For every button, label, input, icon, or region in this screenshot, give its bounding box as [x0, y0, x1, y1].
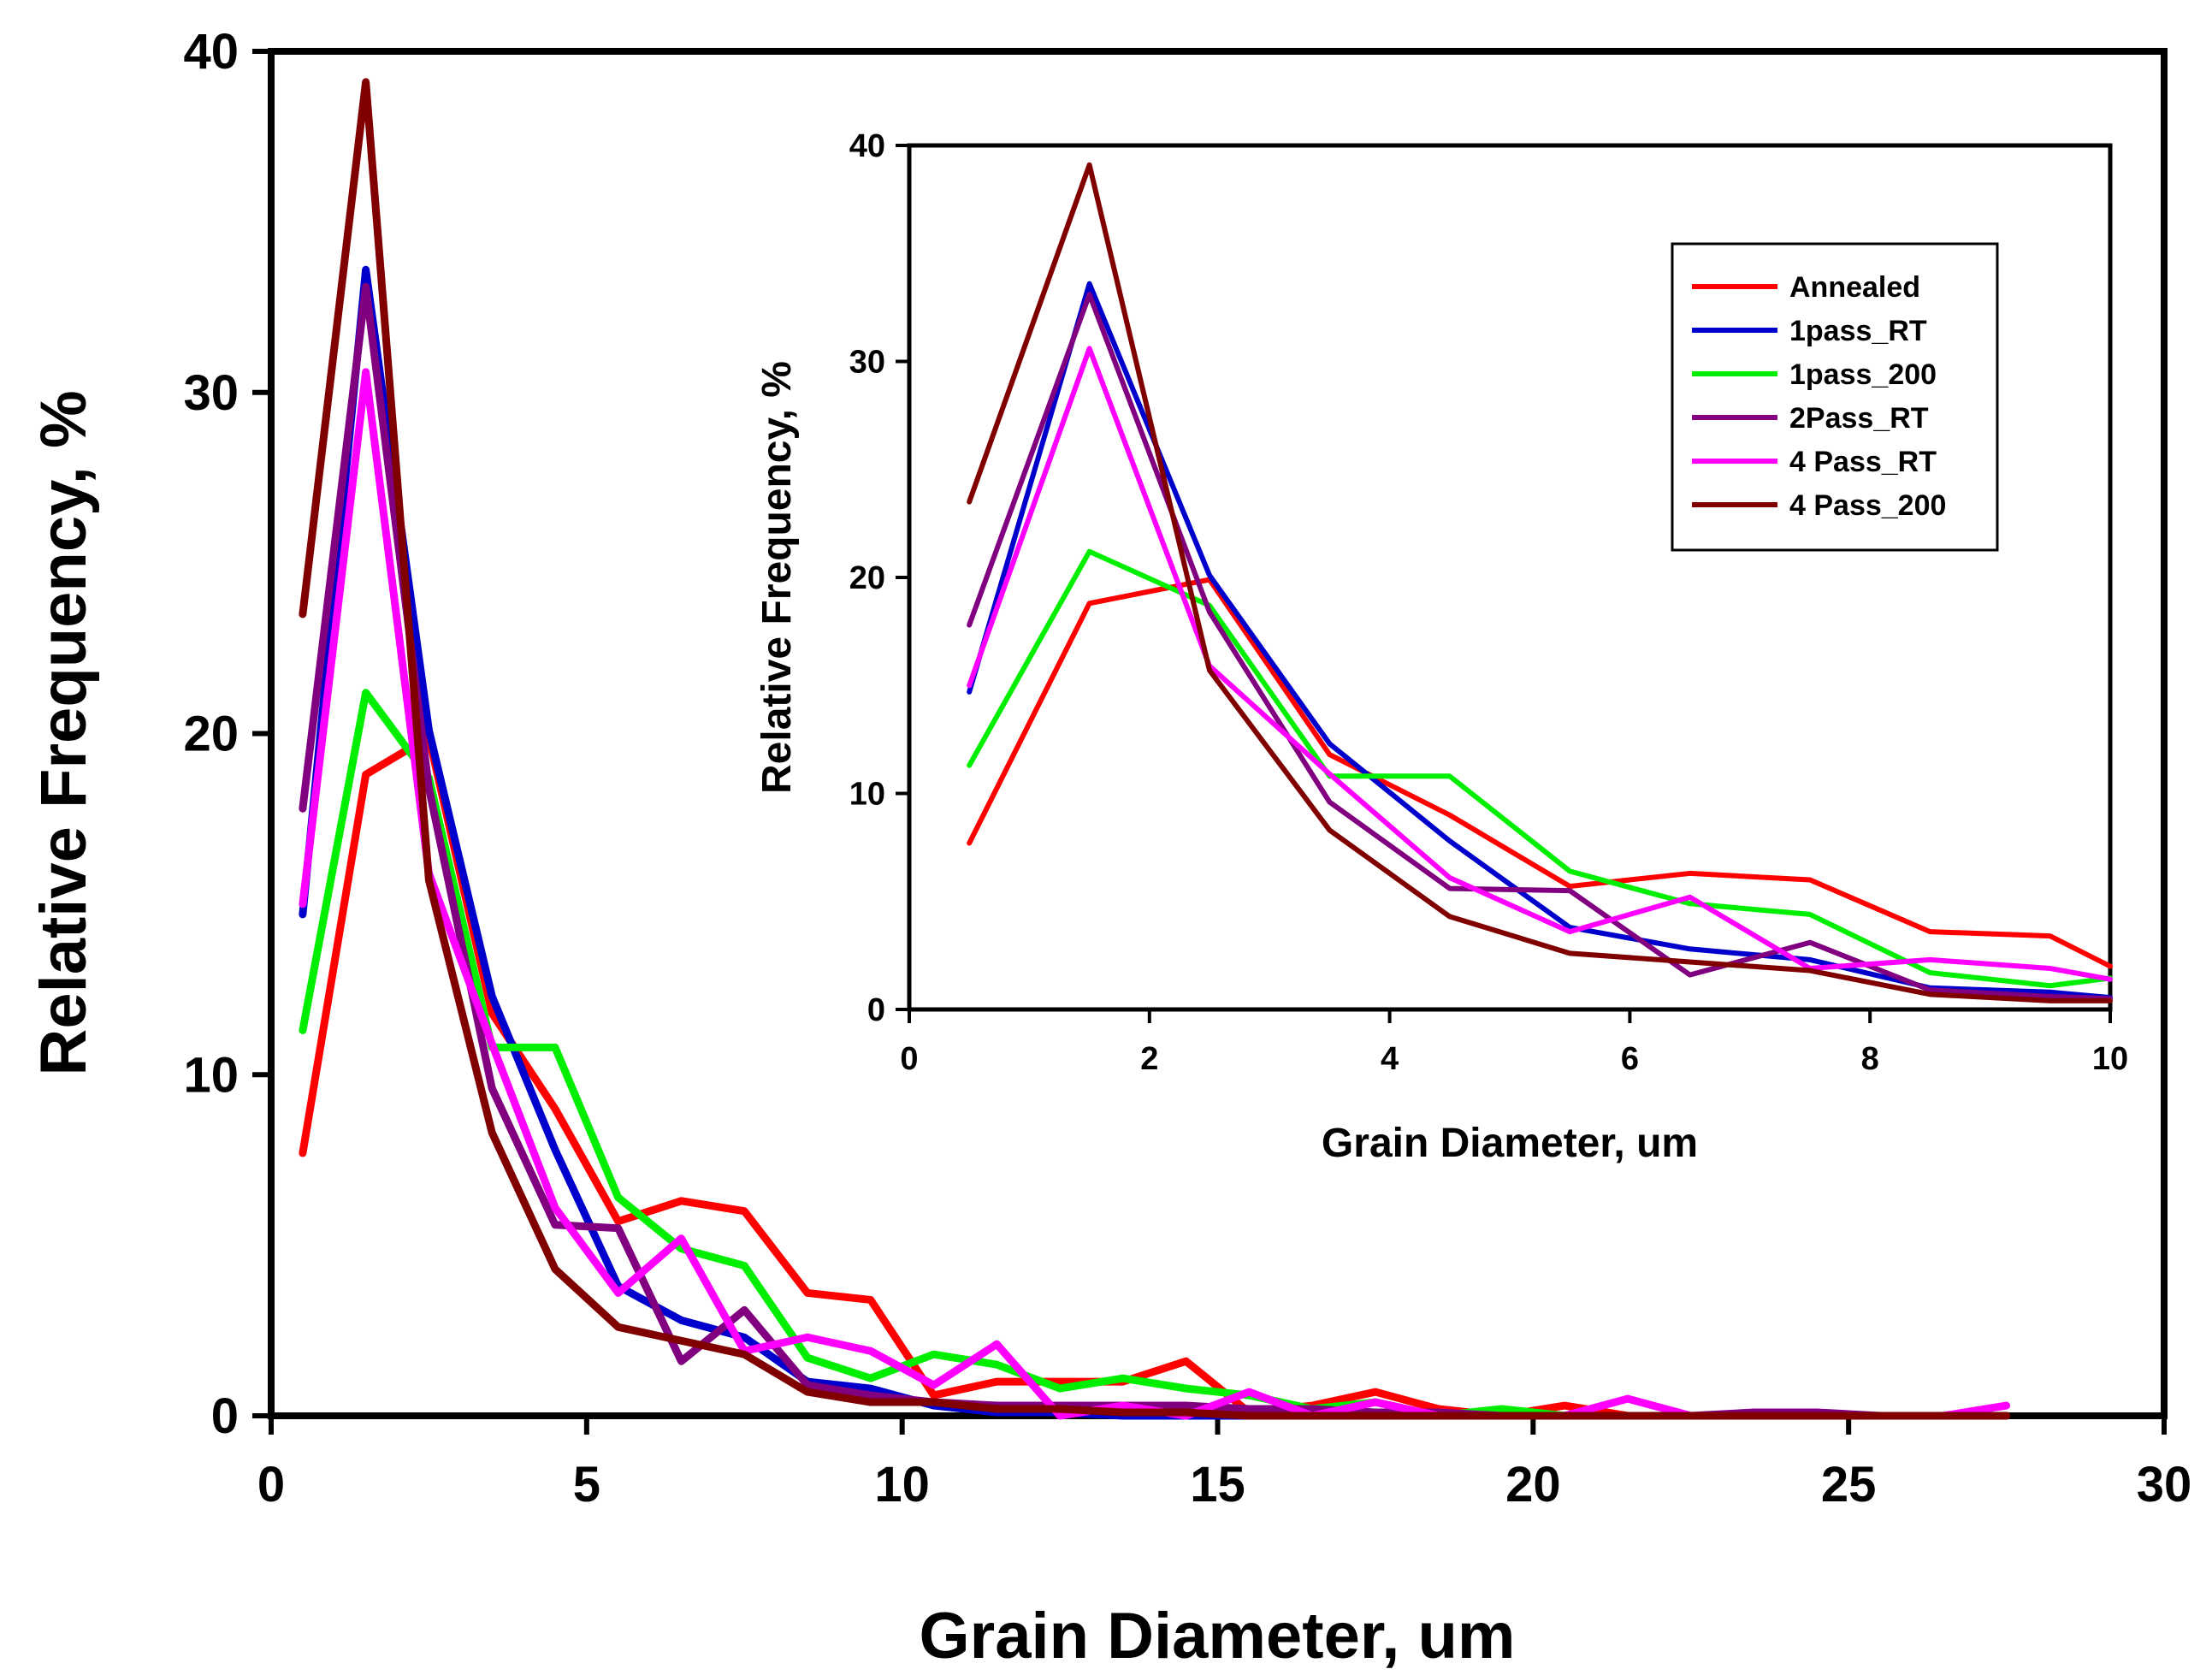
inset-x-tick-label: 0 — [900, 1041, 918, 1077]
main-x-tick-label: 10 — [874, 1457, 930, 1512]
inset-x-tick-label: 2 — [1140, 1041, 1158, 1077]
main-y-axis-label: Relative Frequency, % — [27, 390, 100, 1075]
main-x-tick-label: 30 — [2137, 1457, 2192, 1512]
legend-label-1pass-rt: 1pass_RT — [1789, 315, 1927, 347]
legend-box — [1671, 242, 1999, 552]
inset-axis-ticks — [896, 144, 2112, 1023]
inset-series-1pass-200 — [967, 548, 2113, 989]
inset-y-tick-labels: 0 10 20 30 40 — [849, 128, 885, 1028]
inset-y-tick-label: 20 — [849, 560, 885, 596]
main-y-tick-label: 0 — [211, 1388, 239, 1444]
legend-label-annealed: Annealed — [1789, 271, 1920, 304]
inset-y-tick-label: 40 — [849, 128, 885, 164]
inset-y-axis-label: Relative Frequency, % — [754, 361, 800, 794]
inset-x-tick-label: 6 — [1621, 1041, 1639, 1077]
main-y-tick-labels: 0 10 20 30 40 — [183, 24, 239, 1444]
main-x-tick-label: 0 — [257, 1457, 285, 1512]
legend: Annealed 1pass_RT 1pass_200 2Pass_RT 4 Pass_… — [1671, 242, 1999, 552]
legend-label-2pass-rt: 2Pass_RT — [1789, 402, 1929, 435]
inset-series-4-pass-200 — [967, 162, 2113, 1003]
main-y-tick-label: 40 — [183, 24, 239, 80]
inset-x-tick-labels: 0 2 4 6 8 10 — [900, 1041, 2128, 1077]
inset-y-tick-label: 0 — [867, 992, 885, 1028]
inset-series-1pass-rt — [967, 281, 2113, 1001]
inset-series-4-pass-rt — [967, 346, 2113, 982]
inset-chart: 0 2 4 6 8 10 0 10 20 30 40 Grain Diameter, um Rel… — [754, 128, 2128, 1166]
main-series-4-pass-200 — [299, 78, 2011, 1420]
main-x-tick-labels: 0 5 10 15 20 25 30 — [257, 1457, 2191, 1512]
main-x-tick-label: 20 — [1505, 1457, 1561, 1512]
legend-items: Annealed 1pass_RT 1pass_200 2Pass_RT 4 Pass_… — [1692, 271, 1946, 522]
main-x-tick-label: 5 — [573, 1457, 600, 1512]
inset-x-tick-label: 8 — [1861, 1041, 1879, 1077]
legend-label-4-pass-rt: 4 Pass_RT — [1789, 446, 1937, 478]
main-x-tick-label: 15 — [1190, 1457, 1245, 1512]
inset-x-axis-label: Grain Diameter, um — [1322, 1121, 1698, 1166]
main-y-tick-label: 10 — [183, 1047, 239, 1103]
inset-series-group — [967, 162, 2113, 1003]
inset-x-tick-label: 4 — [1381, 1041, 1399, 1077]
legend-label-4-pass-200: 4 Pass_200 — [1789, 489, 1946, 522]
inset-y-tick-label: 30 — [849, 345, 885, 381]
main-x-axis-label: Grain Diameter, um — [920, 1600, 1516, 1672]
main-series-group — [299, 78, 2011, 1420]
main-x-tick-label: 25 — [1821, 1457, 1877, 1512]
inset-y-tick-label: 10 — [849, 777, 885, 813]
main-y-tick-label: 30 — [183, 365, 239, 421]
inset-x-tick-label: 10 — [2092, 1041, 2128, 1077]
legend-label-1pass-200: 1pass_200 — [1789, 358, 1937, 391]
main-y-tick-label: 20 — [183, 707, 239, 762]
